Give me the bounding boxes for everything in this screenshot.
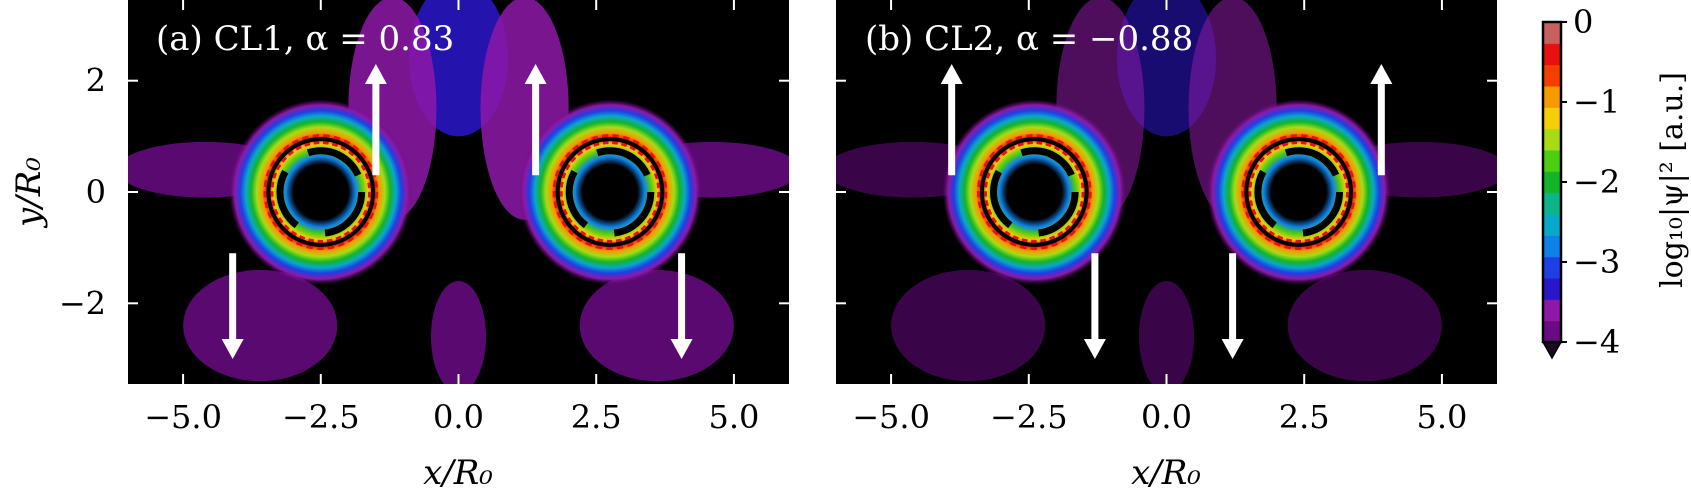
colorbar-segment bbox=[1543, 128, 1561, 151]
colorbar-tick-label: −1 bbox=[1573, 83, 1620, 121]
ring-arrow-loop bbox=[276, 147, 366, 237]
ring-core bbox=[585, 166, 635, 218]
panel-b-field bbox=[836, 0, 1497, 384]
field-lobe bbox=[891, 269, 1046, 382]
x-tick-label: −2.5 bbox=[282, 398, 360, 436]
panel-a-field bbox=[128, 0, 789, 384]
velocity-arrow-head bbox=[670, 338, 693, 359]
panel-a: −5.0 −2.5 0.0 2.5 5.0 2 0 −2 (a) CL1, α = 0.83 bbox=[59, 0, 789, 436]
ring-outline bbox=[979, 137, 1089, 247]
field-lobe bbox=[430, 281, 487, 384]
x-tick-label: −5.0 bbox=[144, 398, 222, 436]
colorbar: 0 −1 −2 −3 −4 bbox=[1541, 3, 1620, 361]
x-tick-label: 0.0 bbox=[433, 398, 484, 436]
ring-outline bbox=[555, 137, 665, 247]
velocity-arrow-head bbox=[364, 64, 387, 84]
ring-arrow-loop bbox=[989, 147, 1079, 237]
colorbar-segment bbox=[1543, 299, 1561, 322]
panel-a-ylabel: y/R₀ bbox=[9, 157, 49, 229]
colorbar-tick-label: −2 bbox=[1573, 163, 1620, 201]
colorbar-segment bbox=[1543, 256, 1561, 279]
x-tick-label: 5.0 bbox=[708, 398, 759, 436]
ring-arrow-loop bbox=[1254, 147, 1344, 237]
x-tick-label: −5.0 bbox=[852, 398, 930, 436]
panel-b-label: (b) CL2, α = −0.88 bbox=[865, 19, 1193, 59]
colorbar-segment bbox=[1543, 278, 1561, 300]
ring-outline bbox=[266, 137, 376, 247]
ring-arrow-loop bbox=[565, 147, 655, 237]
ring-outline bbox=[1244, 137, 1354, 247]
velocity-arrow-head bbox=[221, 338, 244, 359]
field-lobe bbox=[183, 269, 338, 382]
panel-b-ticks: −5.0 −2.5 0.0 2.5 5.0 bbox=[836, 0, 1497, 436]
colorbar-tick-label: −3 bbox=[1573, 243, 1620, 281]
colorbar-segment bbox=[1543, 235, 1561, 258]
field-lobe bbox=[1287, 269, 1442, 382]
x-tick-label: 0.0 bbox=[1141, 398, 1192, 436]
colorbar-segment bbox=[1543, 171, 1561, 194]
x-tick-label: 2.5 bbox=[571, 398, 622, 436]
colorbar-segment bbox=[1543, 64, 1561, 87]
colorbar-segment bbox=[1543, 43, 1561, 66]
colorbar-segment bbox=[1543, 214, 1561, 236]
colorbar-segment bbox=[1543, 22, 1561, 44]
y-tick-label: 0 bbox=[86, 173, 106, 211]
colorbar-segment bbox=[1543, 320, 1561, 343]
y-tick-label: 2 bbox=[86, 62, 106, 100]
colorbar-segment bbox=[1543, 107, 1561, 130]
x-tick-label: 2.5 bbox=[1279, 398, 1330, 436]
field-lobe bbox=[579, 269, 734, 382]
velocity-arrow-head bbox=[1083, 338, 1106, 359]
field-lobe bbox=[1138, 281, 1195, 384]
panel-b: −5.0 −2.5 0.0 2.5 5.0 (b) CL2, α = −0.88 bbox=[836, 0, 1497, 436]
velocity-arrow-head bbox=[940, 64, 963, 84]
ring-core bbox=[1009, 166, 1060, 218]
colorbar-extend-triangle bbox=[1541, 341, 1563, 360]
colorbar-segment bbox=[1543, 150, 1561, 172]
y-tick-label: −2 bbox=[59, 284, 106, 322]
colorbar-tick-label: 0 bbox=[1573, 3, 1593, 41]
velocity-arrow-head bbox=[1370, 64, 1393, 84]
panel-a-xlabel: x/R₀ bbox=[423, 453, 493, 493]
x-tick-label: −2.5 bbox=[990, 398, 1068, 436]
panel-a-ticks: −5.0 −2.5 0.0 2.5 5.0 2 0 −2 bbox=[59, 0, 789, 436]
colorbar-tick-label: −4 bbox=[1573, 323, 1620, 361]
velocity-arrow-head bbox=[1221, 338, 1244, 359]
colorbar-segment bbox=[1543, 86, 1561, 108]
ring-core bbox=[1273, 166, 1324, 218]
x-tick-label: 5.0 bbox=[1416, 398, 1467, 436]
velocity-arrow-head bbox=[524, 64, 547, 84]
ring-core bbox=[296, 166, 346, 218]
colorbar-segment bbox=[1543, 192, 1561, 215]
panel-a-label: (a) CL1, α = 0.83 bbox=[156, 19, 454, 59]
panel-b-xlabel: x/R₀ bbox=[1131, 453, 1201, 493]
colorbar-label: log₁₀|ψ|² [a.u.] bbox=[1655, 72, 1690, 288]
